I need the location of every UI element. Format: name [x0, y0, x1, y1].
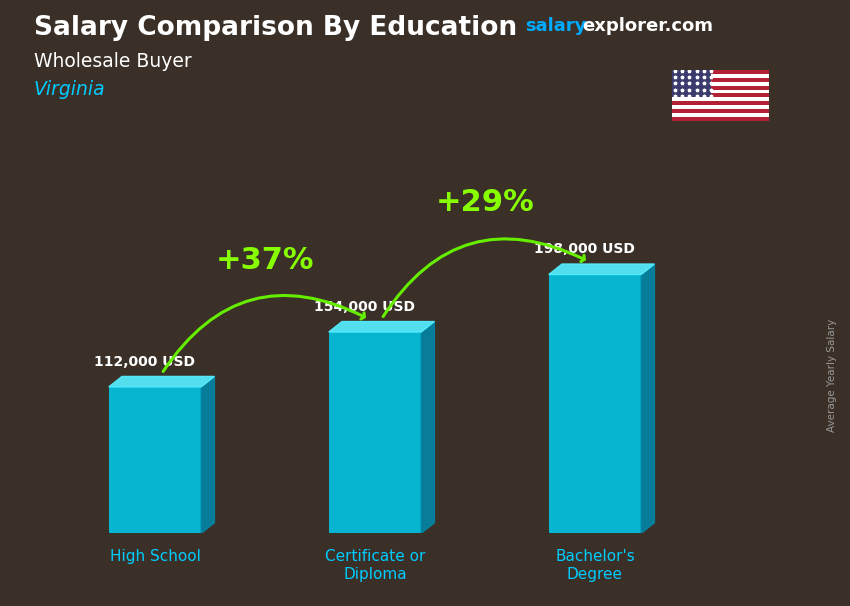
Bar [329, 332, 422, 533]
Bar [672, 70, 711, 98]
Text: +29%: +29% [435, 188, 535, 217]
Polygon shape [109, 376, 214, 387]
Polygon shape [641, 264, 654, 533]
Text: salary: salary [525, 17, 586, 35]
Bar [672, 78, 769, 82]
Bar [672, 70, 769, 74]
Bar [672, 82, 769, 85]
Bar [672, 113, 769, 117]
Bar [672, 85, 769, 90]
Polygon shape [549, 264, 654, 275]
Text: 198,000 USD: 198,000 USD [534, 242, 634, 256]
Bar [672, 90, 769, 93]
Text: Salary Comparison By Education: Salary Comparison By Education [34, 15, 517, 41]
Text: Wholesale Buyer: Wholesale Buyer [34, 52, 192, 70]
Bar [672, 74, 769, 78]
Text: Virginia: Virginia [34, 80, 105, 99]
Text: +37%: +37% [216, 245, 314, 275]
Bar [109, 387, 201, 533]
Bar [672, 105, 769, 109]
Polygon shape [201, 376, 214, 533]
Bar [672, 117, 769, 121]
Polygon shape [329, 322, 434, 332]
Text: 112,000 USD: 112,000 USD [94, 355, 195, 368]
Text: explorer.com: explorer.com [582, 17, 713, 35]
Polygon shape [422, 322, 434, 533]
Text: 154,000 USD: 154,000 USD [314, 300, 415, 314]
Bar [672, 98, 769, 101]
Text: Average Yearly Salary: Average Yearly Salary [827, 319, 837, 432]
Bar [672, 101, 769, 105]
Bar [672, 109, 769, 113]
Bar [672, 93, 769, 98]
Bar [549, 275, 641, 533]
